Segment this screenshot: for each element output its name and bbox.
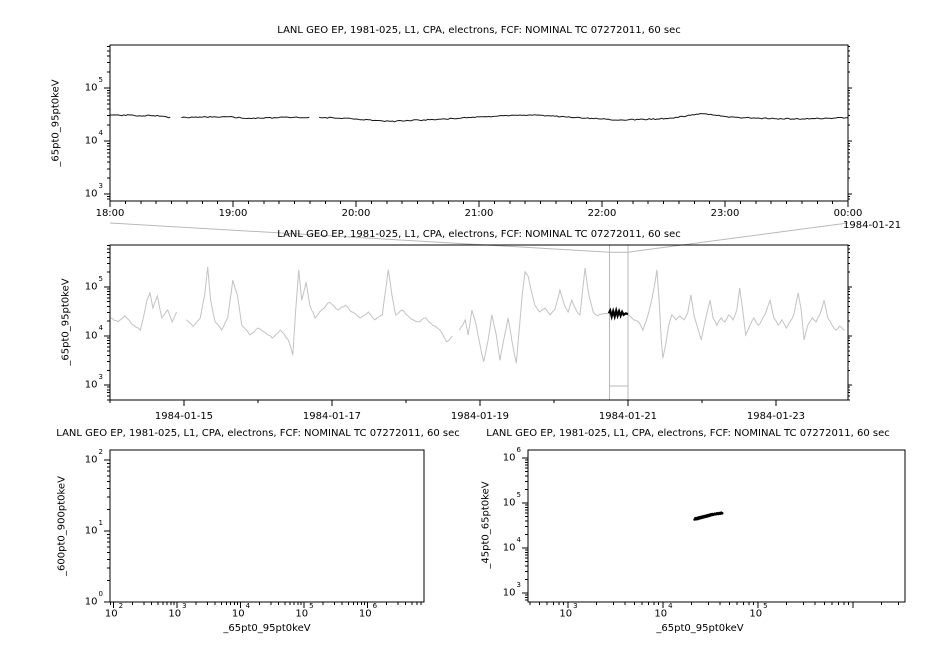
context-timeseries-series bbox=[110, 266, 845, 364]
scatter-45-65-axes bbox=[522, 449, 906, 608]
detail-timeseries-plot-area[interactable] bbox=[110, 45, 848, 201]
scatter-600-900-axes bbox=[104, 449, 425, 608]
context-timeseries-highlighted-interval bbox=[607, 306, 629, 321]
scatter-600-900-plot-area[interactable] bbox=[110, 450, 424, 602]
scatter-45-65-plot-area[interactable] bbox=[528, 450, 905, 602]
zoom-connector-right bbox=[627, 222, 849, 253]
context-timeseries-plot-area[interactable] bbox=[110, 245, 848, 400]
context-timeseries-axes bbox=[104, 244, 852, 406]
detail-timeseries-axes bbox=[104, 44, 852, 207]
zoom-connector-left bbox=[109, 222, 610, 253]
scatter-45-65-points bbox=[693, 511, 724, 521]
detail-timeseries-series bbox=[110, 112, 848, 123]
zoom-linkage-overlay bbox=[109, 222, 849, 400]
